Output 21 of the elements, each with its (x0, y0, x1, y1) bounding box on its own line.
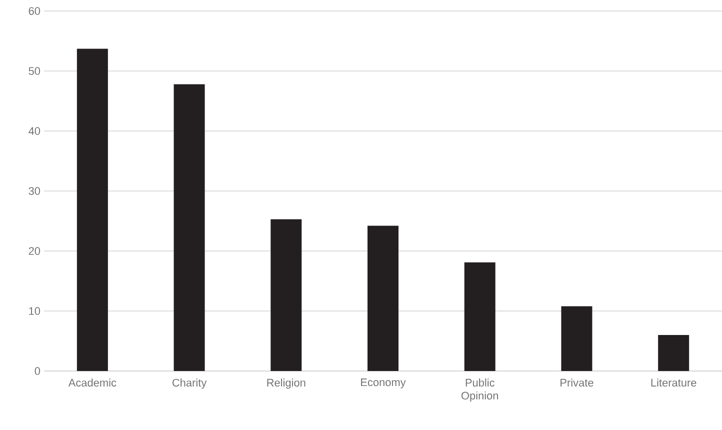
y-tick-label: 50 (28, 67, 40, 75)
y-tick-label: 10 (29, 307, 40, 315)
bar (561, 306, 592, 371)
bar (658, 335, 690, 371)
bar (464, 262, 496, 371)
x-tick-label: Economy (361, 378, 406, 388)
y-tick-label: 0 (34, 367, 40, 375)
bar (76, 48, 108, 371)
x-tick-label: Private (560, 378, 594, 387)
bar (270, 219, 302, 371)
bar (174, 84, 205, 371)
x-tick-label: Religion (267, 378, 306, 389)
y-tick-label: 40 (28, 127, 40, 135)
x-tick-label: Literature (651, 378, 696, 387)
x-tick-label: Public Opinion (461, 378, 498, 402)
y-tick-label: 30 (28, 187, 40, 195)
x-tick-label: Academic (68, 378, 116, 387)
y-tick-label: 20 (28, 247, 40, 255)
y-tick-label: 60 (28, 7, 40, 15)
x-tick-label: Charity (172, 378, 207, 389)
bar (368, 226, 399, 371)
